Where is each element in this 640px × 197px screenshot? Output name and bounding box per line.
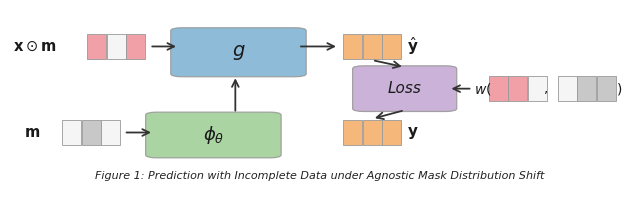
FancyBboxPatch shape [126, 34, 145, 59]
FancyBboxPatch shape [82, 120, 100, 145]
Text: $,$: $,$ [543, 82, 548, 96]
Text: $\mathbf{m}$: $\mathbf{m}$ [24, 125, 40, 140]
Text: Figure 1: Prediction with Incomplete Data under Agnostic Mask Distribution Shift: Figure 1: Prediction with Incomplete Dat… [95, 171, 545, 181]
FancyBboxPatch shape [508, 76, 527, 101]
Text: $\phi_{\theta}$: $\phi_{\theta}$ [203, 124, 224, 146]
FancyBboxPatch shape [146, 112, 281, 158]
FancyBboxPatch shape [557, 76, 577, 101]
FancyBboxPatch shape [382, 120, 401, 145]
FancyBboxPatch shape [107, 34, 126, 59]
FancyBboxPatch shape [343, 120, 362, 145]
Text: $)$: $)$ [616, 81, 622, 97]
FancyBboxPatch shape [382, 34, 401, 59]
FancyBboxPatch shape [363, 120, 382, 145]
Text: $g$: $g$ [232, 43, 245, 62]
FancyBboxPatch shape [527, 76, 547, 101]
FancyBboxPatch shape [87, 34, 106, 59]
FancyBboxPatch shape [577, 76, 596, 101]
Text: $\mathbf{x} \odot \mathbf{m}$: $\mathbf{x} \odot \mathbf{m}$ [13, 39, 56, 54]
FancyBboxPatch shape [101, 120, 120, 145]
Text: $\hat{\mathbf{y}}$: $\hat{\mathbf{y}}$ [406, 35, 418, 57]
FancyBboxPatch shape [343, 34, 362, 59]
FancyBboxPatch shape [171, 28, 306, 77]
Text: $w($: $w($ [474, 81, 492, 97]
FancyBboxPatch shape [596, 76, 616, 101]
FancyBboxPatch shape [363, 34, 382, 59]
FancyBboxPatch shape [62, 120, 81, 145]
FancyBboxPatch shape [489, 76, 508, 101]
Text: $\mathbf{y}$: $\mathbf{y}$ [406, 125, 418, 140]
FancyBboxPatch shape [353, 66, 457, 112]
Text: Loss: Loss [388, 81, 422, 96]
